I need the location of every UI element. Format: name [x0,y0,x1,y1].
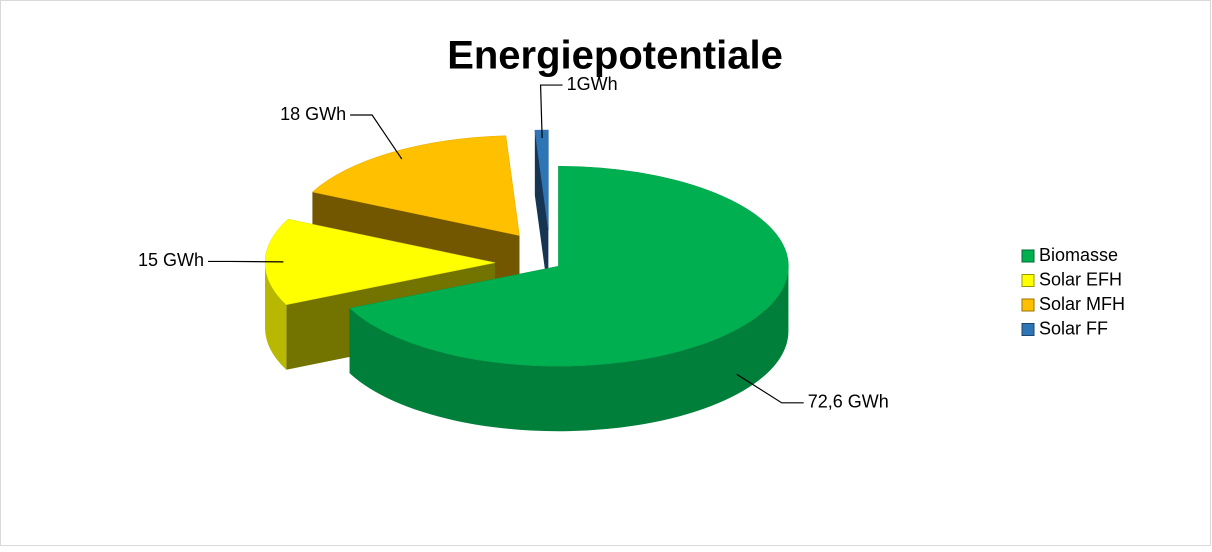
legend-label: Biomasse [1039,245,1118,265]
legend-label: Solar FF [1039,318,1108,338]
data-label: 72,6 GWh [808,392,889,412]
legend-swatch [1022,299,1034,311]
legend-label: Solar EFH [1039,269,1122,289]
data-label: 1GWh [567,74,618,94]
chart-title: Energiepotentiale [447,34,783,78]
legend-swatch [1022,250,1034,262]
data-label: 18 GWh [280,104,346,124]
legend-swatch [1022,324,1034,336]
legend-swatch [1022,275,1034,287]
data-label: 15 GWh [138,250,204,270]
legend-label: Solar MFH [1039,294,1125,314]
